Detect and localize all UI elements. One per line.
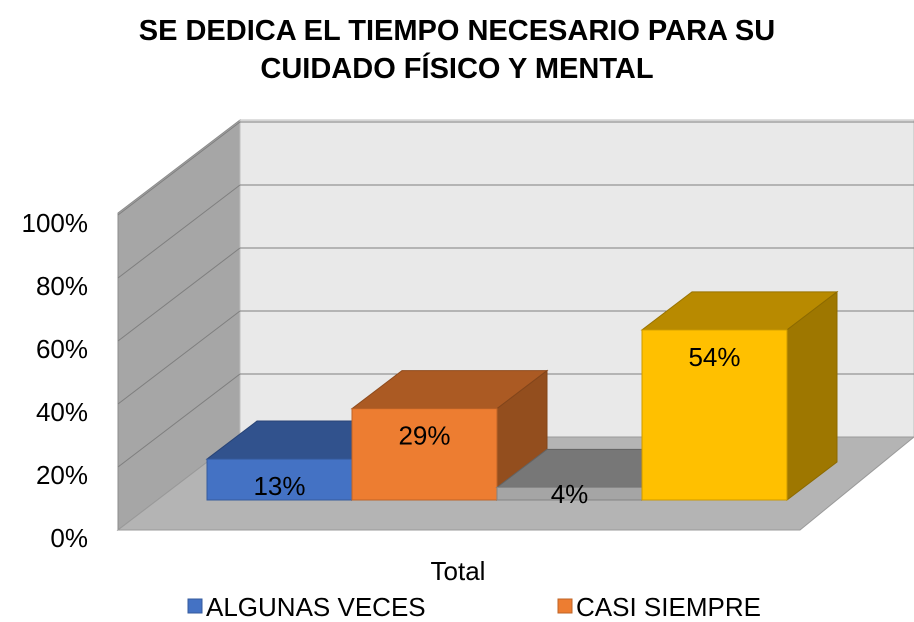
legend-label: ALGUNAS VECES (206, 592, 426, 622)
y-tick-label: 20% (36, 460, 88, 490)
bar (206, 458, 353, 501)
grid-line (117, 121, 241, 216)
chart-title: SE DEDICA EL TIEMPO NECESARIO PARA SU CU… (138, 15, 776, 85)
bar (351, 408, 498, 501)
y-tick-label: 80% (36, 271, 88, 301)
data-label: 29% (398, 421, 450, 451)
data-label: 4% (551, 479, 589, 509)
grid-line (117, 184, 241, 279)
y-tick-label: 0% (50, 523, 88, 553)
y-tick-label: 40% (36, 397, 88, 427)
x-tick-label: Total (431, 556, 486, 586)
legend-swatch (187, 598, 203, 614)
legend-label: CASI SIEMPRE (576, 592, 761, 622)
y-tick-label: 60% (36, 334, 88, 364)
grid-line (117, 310, 241, 405)
grid-line (117, 373, 241, 468)
data-label: 54% (688, 342, 740, 372)
y-tick-label: 100% (22, 208, 89, 238)
data-label: 13% (253, 471, 305, 501)
legend-swatch (557, 598, 573, 614)
bar (641, 329, 788, 501)
grid-line (117, 247, 241, 342)
